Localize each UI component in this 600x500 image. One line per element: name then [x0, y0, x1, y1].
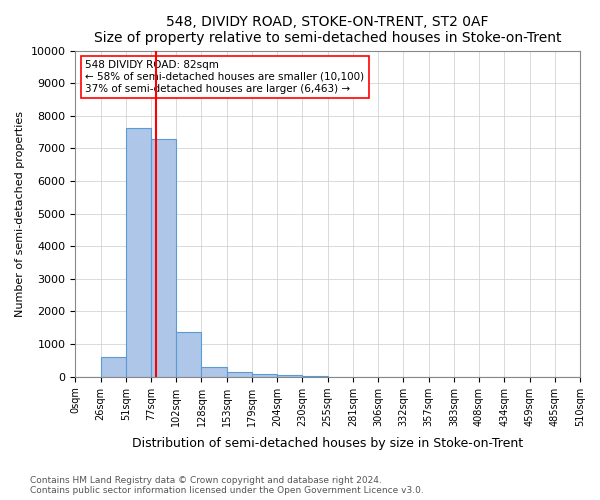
- Title: 548, DIVIDY ROAD, STOKE-ON-TRENT, ST2 0AF
Size of property relative to semi-deta: 548, DIVIDY ROAD, STOKE-ON-TRENT, ST2 0A…: [94, 15, 562, 45]
- Bar: [101, 357, 126, 376]
- Text: 548 DIVIDY ROAD: 82sqm
← 58% of semi-detached houses are smaller (10,100)
37% of: 548 DIVIDY ROAD: 82sqm ← 58% of semi-det…: [85, 60, 364, 94]
- Bar: [176, 332, 202, 376]
- Bar: [227, 372, 252, 376]
- Text: Contains HM Land Registry data © Crown copyright and database right 2024.
Contai: Contains HM Land Registry data © Crown c…: [30, 476, 424, 495]
- Bar: [151, 139, 176, 376]
- Bar: [202, 366, 227, 376]
- Bar: [126, 128, 151, 376]
- Y-axis label: Number of semi-detached properties: Number of semi-detached properties: [15, 110, 25, 316]
- X-axis label: Distribution of semi-detached houses by size in Stoke-on-Trent: Distribution of semi-detached houses by …: [132, 437, 523, 450]
- Bar: [277, 374, 302, 376]
- Bar: [252, 374, 277, 376]
